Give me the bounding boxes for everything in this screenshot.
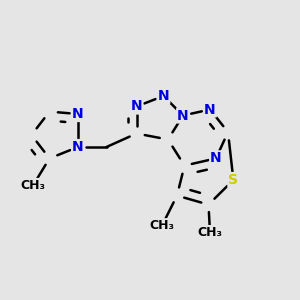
Text: N: N	[158, 89, 169, 103]
Text: CH₃: CH₃	[197, 226, 223, 239]
Text: N: N	[131, 100, 142, 113]
Text: N: N	[210, 152, 222, 165]
Text: CH₃: CH₃	[20, 179, 46, 192]
Text: N: N	[204, 103, 216, 116]
Text: S: S	[228, 173, 239, 187]
Text: CH₃: CH₃	[149, 219, 175, 232]
Text: N: N	[177, 109, 189, 122]
Text: N: N	[72, 140, 84, 154]
Text: N: N	[72, 107, 84, 121]
